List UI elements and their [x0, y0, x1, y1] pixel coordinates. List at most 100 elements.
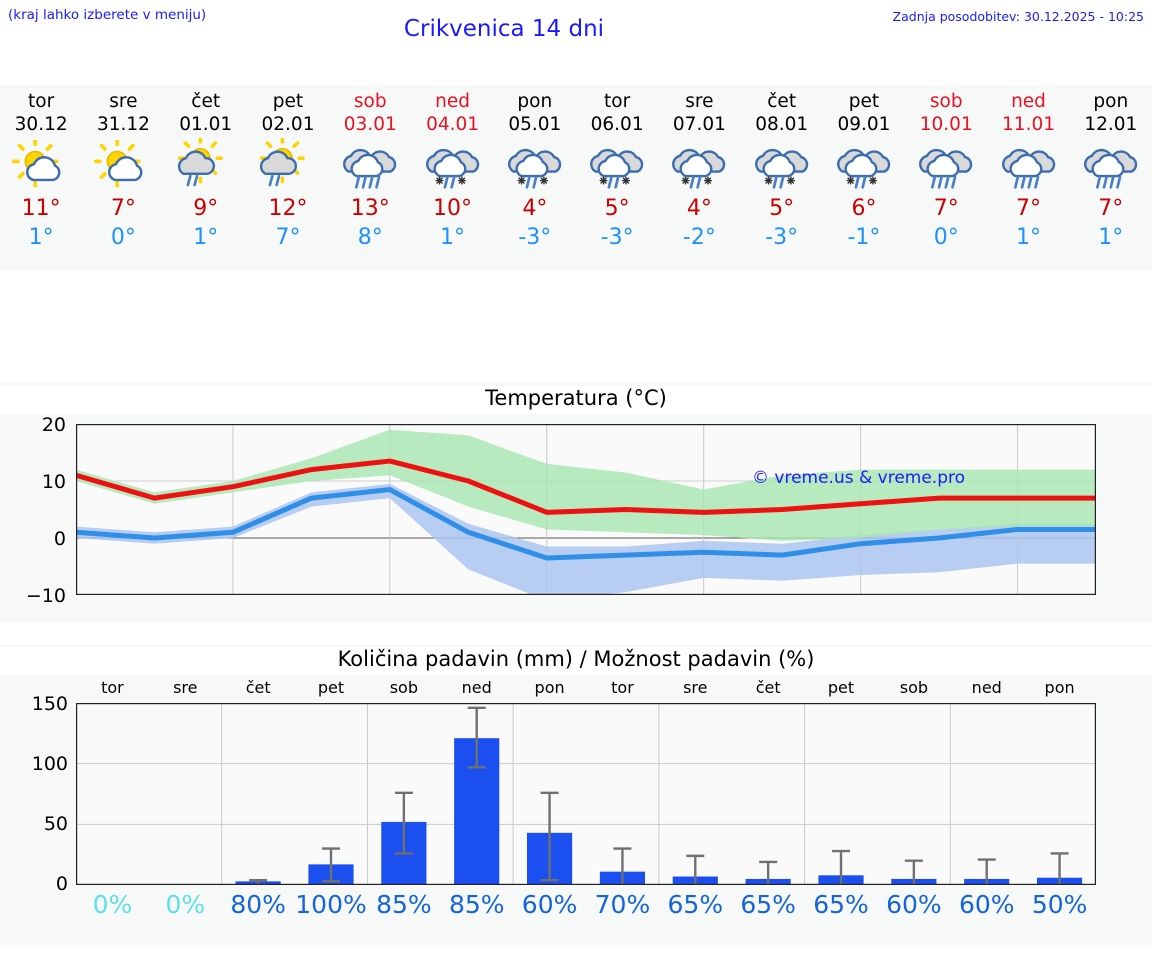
day-date: 04.01	[426, 114, 480, 135]
day-temp-min: 1°	[440, 225, 466, 250]
ytick-10: 10	[42, 471, 66, 493]
day-column[interactable]: pet 02.01 12° 7°	[247, 85, 329, 270]
day-temp-min: 1°	[1098, 225, 1124, 250]
ytick-20: 20	[42, 414, 66, 436]
precipitation-day-label: pon	[1044, 678, 1075, 697]
day-column[interactable]: sre 07.01 4° -2°	[658, 85, 740, 270]
day-temp-max: 5°	[604, 196, 630, 221]
precipitation-probability: 80%	[230, 890, 286, 919]
day-name: sob	[353, 91, 387, 112]
day-column[interactable]: tor 30.12 11° 1°	[0, 85, 82, 270]
day-name: tor	[604, 91, 631, 112]
day-name: sre	[109, 91, 138, 112]
day-name: pon	[1093, 91, 1129, 112]
precipitation-day-label: sob	[899, 678, 929, 697]
precipitation-day-label: pon	[534, 678, 565, 697]
precipitation-chart	[76, 703, 1096, 885]
day-temp-max: 13°	[350, 196, 390, 221]
ytick-100: 100	[32, 753, 68, 775]
day-name: sre	[685, 91, 714, 112]
cloud-sleet-icon	[506, 138, 564, 194]
day-column[interactable]: pet 09.01 6° -1°	[823, 85, 905, 270]
day-temp-max: 10°	[433, 196, 473, 221]
day-column[interactable]: pon 05.01 4° -3°	[494, 85, 576, 270]
day-name: sob	[929, 91, 963, 112]
precipitation-day-label: čet	[755, 678, 781, 697]
day-column[interactable]: pon 12.01 7° 1°	[1070, 85, 1152, 270]
precipitation-day-label: ned	[461, 678, 492, 697]
cloud-rain-icon	[341, 138, 399, 194]
cloud-rain-icon	[1082, 138, 1140, 194]
sun-cloud-rain-icon	[177, 138, 235, 194]
cloud-rain-icon	[1000, 138, 1058, 194]
temperature-chart	[76, 424, 1096, 595]
day-column[interactable]: ned 04.01 10° 1°	[411, 85, 493, 270]
day-temp-min: -2°	[682, 225, 716, 250]
day-column[interactable]: sre 31.12 7° 0°	[82, 85, 164, 270]
day-temp-min: 7°	[275, 225, 301, 250]
temperature-axis: 20 10 0 −10	[26, 414, 66, 607]
day-name: čet	[767, 91, 797, 112]
day-date: 10.01	[919, 114, 973, 135]
copyright-notice: © vreme.us & vreme.pro	[752, 468, 966, 488]
day-date: 07.01	[672, 114, 726, 135]
precipitation-probability: 60%	[958, 890, 1015, 919]
precipitation-day-label: čet	[245, 678, 271, 697]
precipitation-probability: 100%	[295, 890, 367, 919]
day-temp-max: 7°	[110, 196, 136, 221]
ytick-50: 50	[44, 813, 68, 835]
day-column[interactable]: sob 10.01 7° 0°	[905, 85, 987, 270]
precipitation-day-label: pet	[827, 678, 855, 697]
day-name: tor	[28, 91, 55, 112]
day-temp-max: 4°	[686, 196, 712, 221]
sun-cloud-icon	[94, 138, 152, 194]
day-temp-min: 1°	[193, 225, 219, 250]
precipitation-probability: 85%	[448, 890, 505, 919]
precipitation-day-label: ned	[971, 678, 1002, 697]
precipitation-day-label: sob	[389, 678, 418, 697]
precipitation-probability: 60%	[886, 890, 942, 919]
day-temp-max: 7°	[933, 196, 959, 221]
day-date: 30.12	[14, 114, 68, 135]
precipitation-day-label: sre	[683, 678, 708, 697]
day-date: 01.01	[179, 114, 233, 135]
precipitation-axis: 150 100 50 0	[32, 693, 68, 895]
day-date: 05.01	[508, 114, 562, 135]
precipitation-panel: Količina padavin (mm) / Možnost padavin …	[0, 645, 1152, 945]
sun-cloud-rain-icon	[259, 138, 317, 194]
cloud-sleet-icon	[424, 138, 482, 194]
day-column[interactable]: sob 03.01 13° 8°	[329, 85, 411, 270]
day-temp-min: 8°	[357, 225, 383, 250]
day-date: 06.01	[590, 114, 644, 135]
day-column[interactable]: ned 11.01 7° 1°	[987, 85, 1069, 270]
day-column[interactable]: tor 06.01 5° -3°	[576, 85, 658, 270]
precipitation-probability: 0%	[92, 890, 133, 919]
day-name: pon	[517, 91, 553, 112]
day-date: 31.12	[96, 114, 150, 135]
day-name: pet	[272, 91, 304, 112]
day-date: 03.01	[343, 114, 397, 135]
day-temp-min: 0°	[110, 225, 136, 250]
day-temp-max: 5°	[769, 196, 795, 221]
day-name: čet	[191, 91, 221, 112]
day-temp-max: 11°	[21, 196, 61, 221]
day-temp-min: -1°	[847, 225, 881, 250]
page-title: Crikvenica 14 dni	[403, 16, 605, 42]
day-name: pet	[848, 91, 880, 112]
day-temp-min: -3°	[765, 225, 799, 250]
precipitation-day-label: sre	[173, 678, 198, 697]
day-name: ned	[435, 91, 470, 112]
day-temp-max: 9°	[193, 196, 219, 221]
ytick-neg10: −10	[26, 585, 66, 607]
day-name: ned	[1011, 91, 1046, 112]
page-header: (kraj lahko izberete v meniju) Crikvenic…	[0, 0, 1152, 46]
day-column[interactable]: čet 08.01 5° -3°	[741, 85, 823, 270]
precipitation-day-label: pet	[317, 678, 345, 697]
day-temp-max: 7°	[1098, 196, 1124, 221]
precipitation-probability: 65%	[813, 890, 869, 919]
cloud-sleet-icon	[835, 138, 893, 194]
temperature-chart-title: Temperatura (°C)	[0, 386, 1152, 414]
precipitation-probability: 70%	[594, 890, 651, 919]
temperature-panel: Temperatura (°C) 20 10 0 −10	[0, 382, 1152, 622]
day-column[interactable]: čet 01.01 9° 1°	[165, 85, 247, 270]
